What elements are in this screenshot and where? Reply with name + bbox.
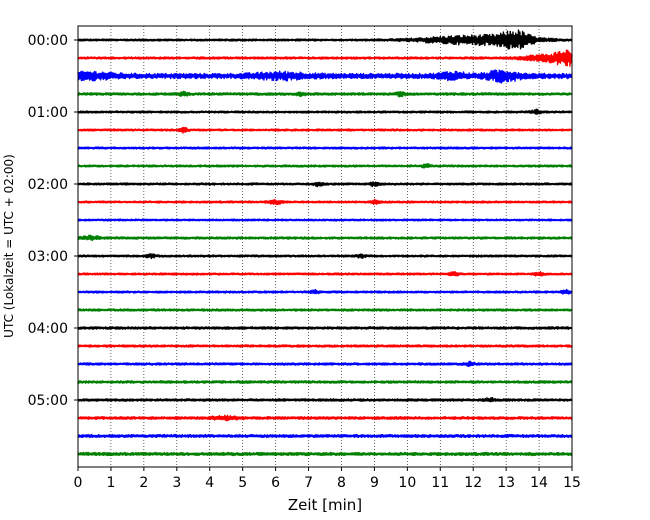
x-tick-label: 0 (74, 475, 83, 491)
seismogram-traces (77, 29, 573, 457)
y-tick-label: 00:00 (28, 33, 68, 49)
x-tick-label: 5 (238, 475, 247, 491)
seismogram-trace (77, 360, 573, 368)
x-tick-label: 8 (337, 475, 346, 491)
seismogram-trace (77, 253, 573, 260)
seismogram-trace (77, 451, 573, 457)
x-tick-label: 11 (431, 475, 449, 491)
x-tick-label: 13 (497, 475, 515, 491)
y-axis-ticks: 00:00 01:00 02:00 03:00 04:00 05:00 (28, 33, 78, 409)
x-tick-label: 4 (205, 475, 214, 491)
seismogram-trace (77, 162, 573, 169)
seismogram-trace (77, 218, 573, 222)
y-tick-label: 04:00 (28, 321, 68, 337)
x-tick-label: 1 (106, 475, 115, 491)
seismogram-trace (77, 288, 573, 295)
seismogram-trace (77, 326, 573, 330)
seismogram-trace (77, 49, 573, 67)
seismogram-trace (77, 234, 573, 242)
x-axis-ticks: 0 1 2 3 4 5 6 7 8 9 10 11 12 13 14 15 (74, 467, 581, 491)
x-tick-label: 10 (398, 475, 416, 491)
y-tick-label: 03:00 (28, 249, 68, 265)
seismogram-trace (77, 433, 573, 439)
y-tick-label: 02:00 (28, 177, 68, 193)
x-tick-label: 12 (464, 475, 482, 491)
seismogram-trace (77, 198, 573, 206)
seismogram-trace (77, 414, 573, 422)
x-tick-label: 6 (271, 475, 280, 491)
seismogram-trace (77, 397, 573, 403)
seismogram-trace (77, 29, 573, 50)
seismogram-trace (77, 380, 573, 384)
x-axis-label: Zeit [min] (288, 496, 362, 514)
x-tick-label: 14 (530, 475, 548, 491)
seismogram-trace (77, 126, 573, 134)
y-axis-label: UTC (Lokalzeit = UTC + 02:00) (2, 154, 16, 338)
seismogram-trace (77, 146, 573, 150)
seismogram-trace (77, 181, 573, 188)
plot-frame (77, 25, 573, 468)
seismogram-trace (77, 108, 573, 116)
x-tick-label: 15 (563, 475, 581, 491)
y-tick-label: 01:00 (28, 105, 68, 121)
x-tick-label: 3 (172, 475, 181, 491)
y-tick-label: 05:00 (28, 393, 68, 409)
x-tick-label: 7 (304, 475, 313, 491)
seismogram-trace (77, 270, 573, 277)
x-tick-label: 9 (370, 475, 379, 491)
x-tick-label: 2 (139, 475, 148, 491)
seismogram-trace (77, 344, 573, 348)
seismogram-trace (77, 69, 573, 84)
seismogram-trace (77, 90, 573, 98)
seismogram-trace (77, 308, 573, 312)
